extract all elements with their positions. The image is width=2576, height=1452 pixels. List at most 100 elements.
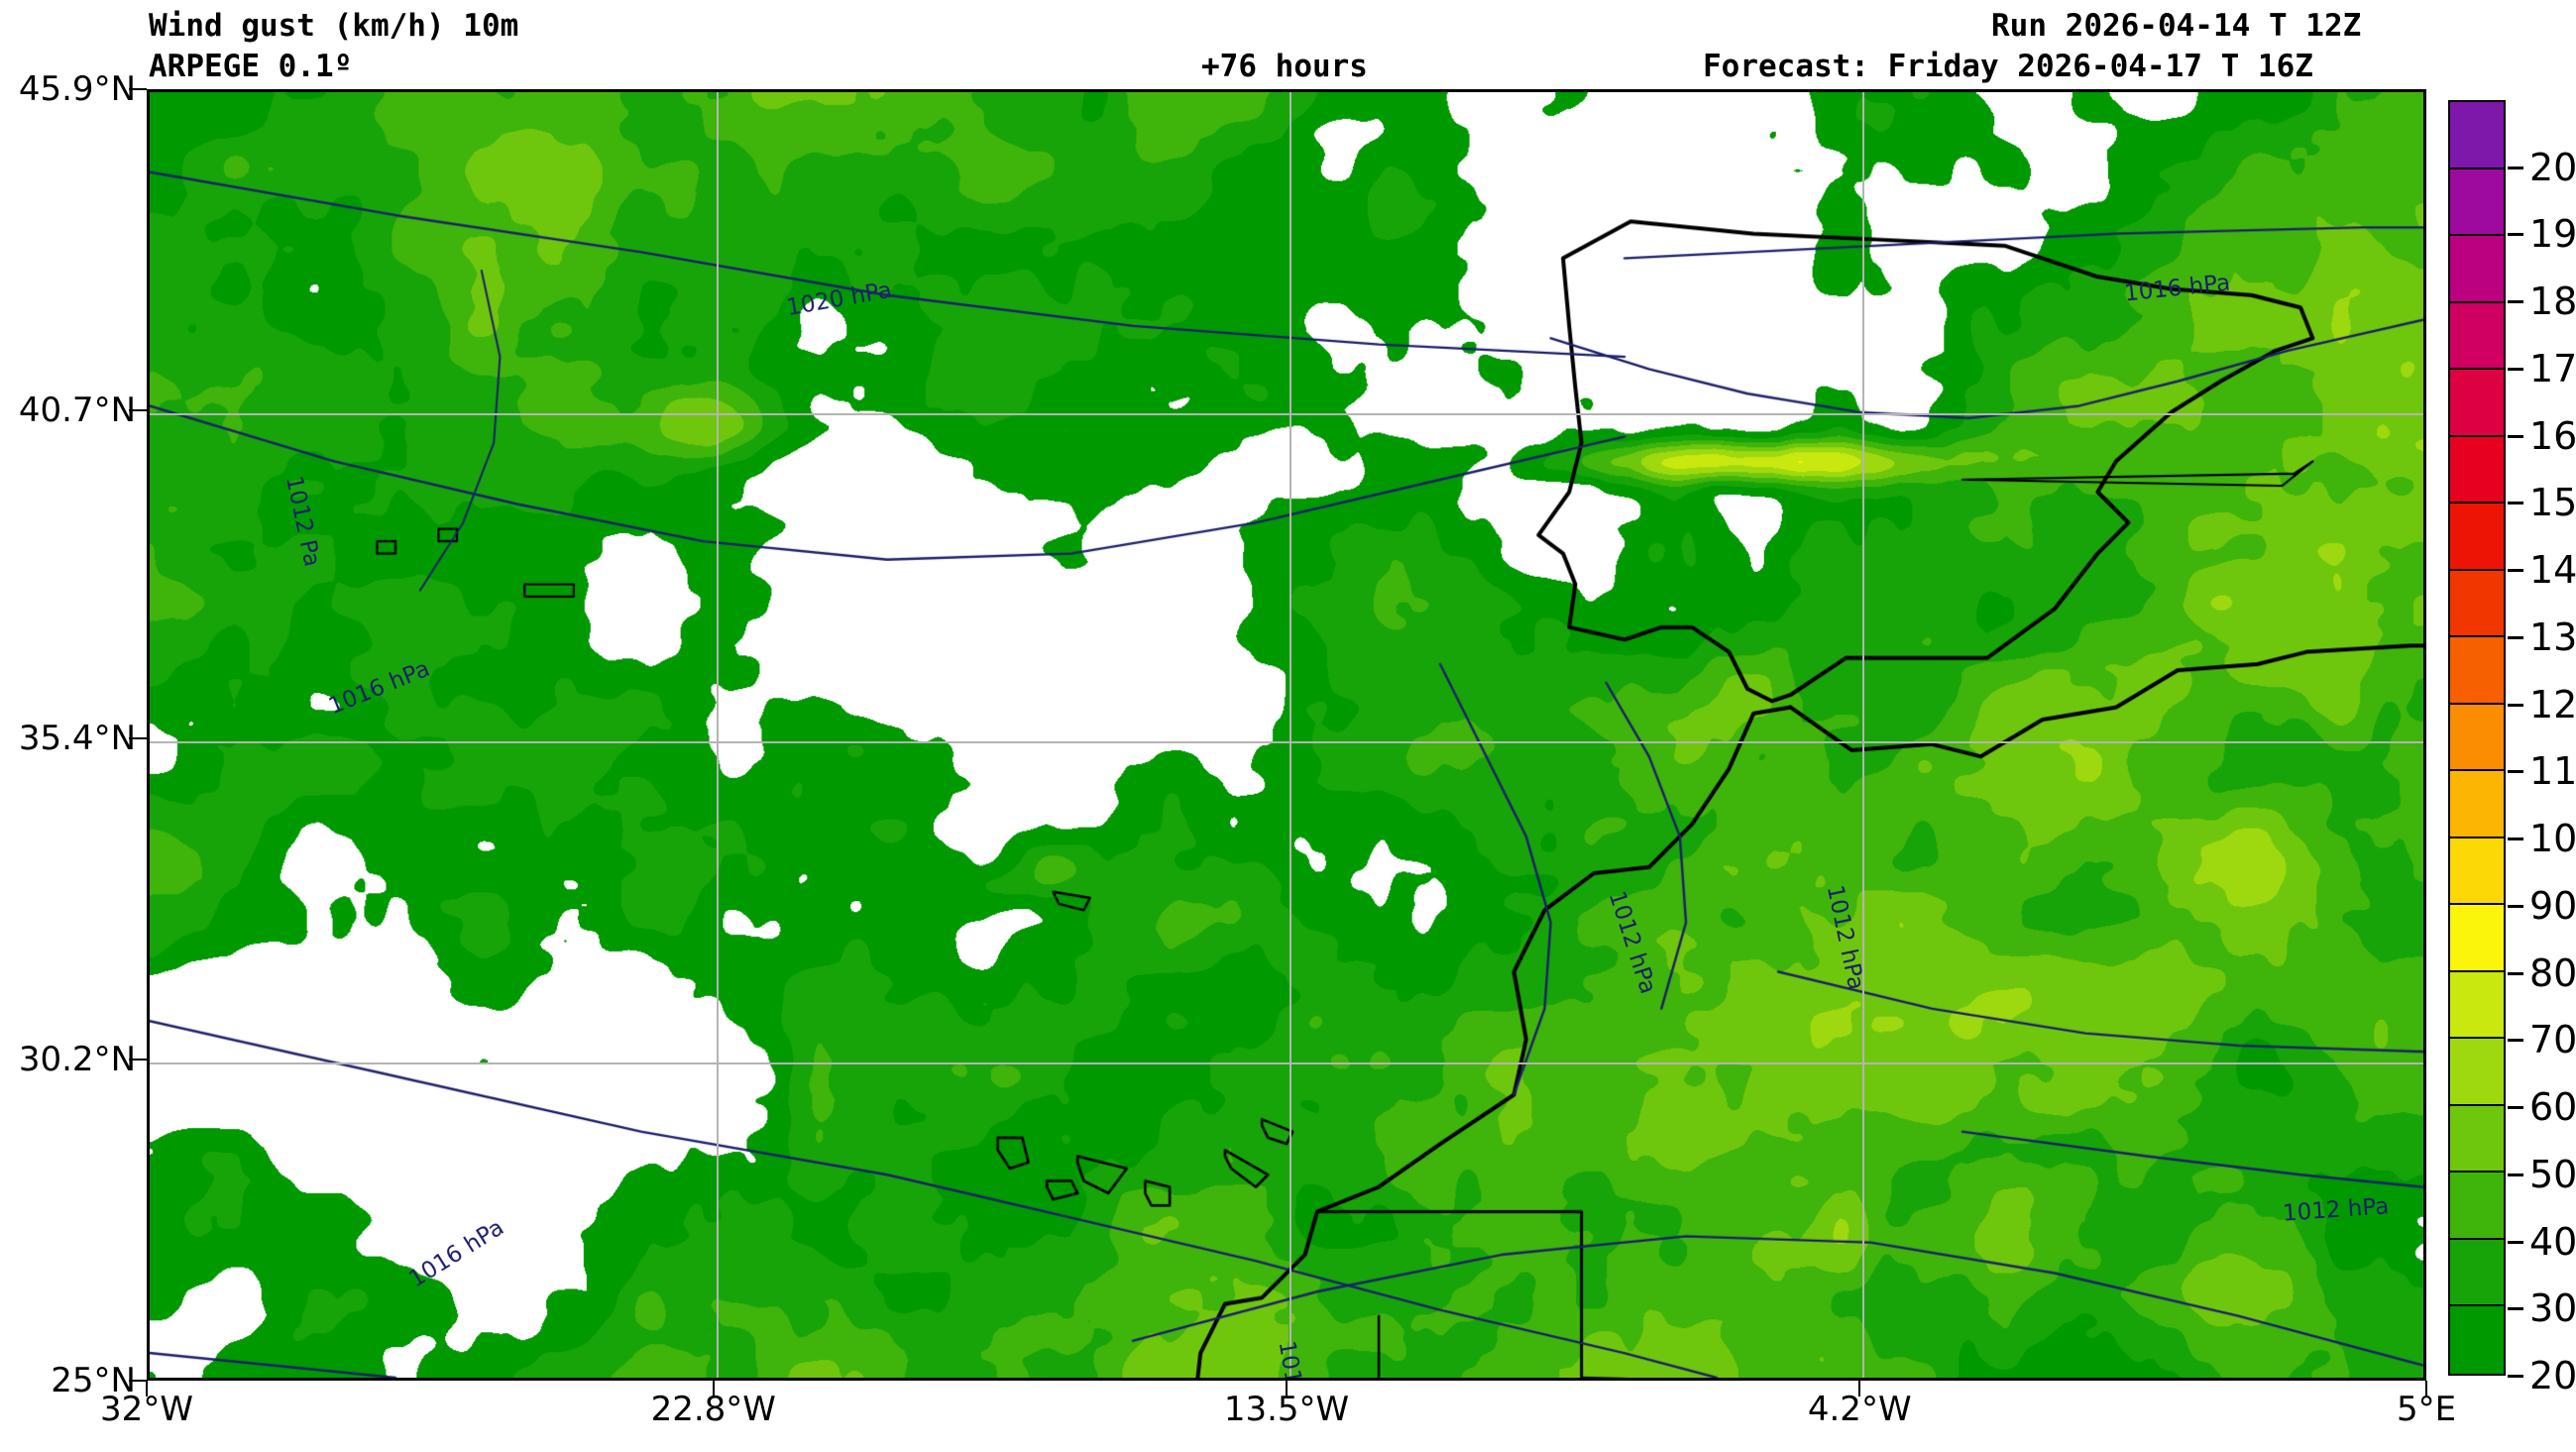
colorbar-segment <box>2450 102 2504 169</box>
latitude-tick-mark <box>129 1058 147 1061</box>
longitude-tick-mark <box>2425 1381 2427 1396</box>
colorbar-segment <box>2450 370 2504 437</box>
colorbar-tick-label: 110 <box>2529 749 2576 794</box>
colorbar-segment <box>2450 905 2504 972</box>
colorbar-tick-label: 130 <box>2529 614 2576 659</box>
latitude-tick-mark <box>129 409 147 412</box>
colorbar-separator <box>2450 1304 2504 1307</box>
colorbar-separator <box>2450 502 2504 504</box>
colorbar-tick-mark <box>2508 502 2523 505</box>
colorbar-tick-label: 90 <box>2529 883 2576 928</box>
colorbar-segment <box>2450 704 2504 772</box>
colorbar-tick-label: 40 <box>2529 1219 2576 1264</box>
colorbar-tick-mark <box>2508 434 2523 438</box>
longitude-tick-mark <box>1858 1381 1861 1396</box>
colorbar-tick-mark <box>2508 1173 2523 1176</box>
colorbar-segment <box>2450 1306 2504 1374</box>
colorbar-tick-label: 70 <box>2529 1018 2576 1062</box>
map-plot-area[interactable]: 1020 hPa 1016 hPa 1016 hPa 1012 hPa 1012 hPa… <box>147 89 2426 1381</box>
colorbar-gradient <box>2448 100 2506 1376</box>
longitude-tick-mark <box>1286 1381 1288 1396</box>
colorbar-segment <box>2450 570 2504 638</box>
colorbar-tick-label: 160 <box>2529 413 2576 458</box>
colorbar-segment <box>2450 637 2504 705</box>
colorbar-segment <box>2450 971 2504 1040</box>
colorbar-tick-label: 180 <box>2529 279 2576 324</box>
colorbar-separator <box>2450 1103 2504 1106</box>
colorbar-separator <box>2450 234 2504 237</box>
longitude-tick-mark <box>146 1381 148 1396</box>
colorbar-tick-label: 120 <box>2529 682 2576 726</box>
colorbar-segment <box>2450 168 2504 237</box>
latitude-tick-label: 30.2°N <box>18 1039 136 1079</box>
colorbar-separator <box>2450 434 2504 437</box>
colorbar-tick-mark <box>2508 770 2523 774</box>
latitude-tick-label: 40.7°N <box>18 391 136 431</box>
colorbar-separator <box>2450 969 2504 972</box>
colorbar-segment <box>2450 302 2504 371</box>
colorbar-tick-mark <box>2508 703 2523 707</box>
colorbar-segment <box>2450 1105 2504 1173</box>
colorbar-tick-mark <box>2508 838 2523 841</box>
wind-gust-contour-field <box>150 92 2423 1378</box>
colorbar-tick-mark <box>2508 300 2523 304</box>
longitude-tick-mark <box>712 1381 715 1396</box>
colorbar-separator <box>2450 167 2504 169</box>
colorbar-separator <box>2450 702 2504 705</box>
colorbar-separator <box>2450 635 2504 638</box>
colorbar-segment <box>2450 771 2504 838</box>
colorbar-tick-label: 30 <box>2529 1286 2576 1331</box>
colorbar-tick-mark <box>2508 1375 2523 1378</box>
colorbar-segment <box>2450 236 2504 303</box>
latitude-tick-mark <box>129 1380 147 1382</box>
colorbar-tick-mark <box>2508 1106 2523 1110</box>
colorbar-segment <box>2450 1173 2504 1240</box>
colorbar-segment <box>2450 503 2504 571</box>
colorbar-tick-mark <box>2508 233 2523 237</box>
lead-time-label: +76 hours <box>1201 49 1368 84</box>
colorbar[interactable] <box>2448 100 2506 1376</box>
colorbar-tick-mark <box>2508 569 2523 573</box>
colorbar-tick-label: 20 <box>2529 1354 2576 1397</box>
colorbar-segment <box>2450 1239 2504 1307</box>
colorbar-tick-mark <box>2508 904 2523 908</box>
colorbar-tick-label: 80 <box>2529 950 2576 995</box>
colorbar-segment <box>2450 1039 2504 1106</box>
colorbar-separator <box>2450 300 2504 303</box>
colorbar-tick-mark <box>2508 166 2523 169</box>
colorbar-tick-label: 140 <box>2529 548 2576 593</box>
colorbar-tick-label: 190 <box>2529 212 2576 257</box>
latitude-tick-mark <box>129 736 147 739</box>
colorbar-separator <box>2450 1237 2504 1240</box>
colorbar-segment <box>2450 436 2504 504</box>
colorbar-separator <box>2450 769 2504 772</box>
latitude-tick-label: 25°N <box>51 1361 136 1400</box>
forecast-valid-label: Forecast: Friday 2026-04-17 T 16Z <box>1703 49 2313 84</box>
colorbar-separator <box>2450 1171 2504 1173</box>
colorbar-tick-label: 100 <box>2529 817 2576 861</box>
colorbar-tick-mark <box>2508 1039 2523 1043</box>
colorbar-separator <box>2450 1037 2504 1040</box>
colorbar-tick-label: 50 <box>2529 1152 2576 1196</box>
run-time-label: Run 2026-04-14 T 12Z <box>1991 8 2362 44</box>
colorbar-separator <box>2450 368 2504 371</box>
colorbar-separator <box>2450 903 2504 906</box>
latitude-tick-mark <box>129 88 147 90</box>
colorbar-separator <box>2450 568 2504 571</box>
colorbar-tick-label: 200 <box>2529 145 2576 189</box>
latitude-tick-label: 35.4°N <box>18 718 136 758</box>
colorbar-tick-mark <box>2508 971 2523 975</box>
colorbar-segment <box>2450 838 2504 906</box>
colorbar-separator <box>2450 836 2504 838</box>
colorbar-tick-label: 60 <box>2529 1085 2576 1130</box>
colorbar-tick-mark <box>2508 1307 2523 1311</box>
page-title: Wind gust (km/h) 10m <box>149 8 519 44</box>
colorbar-tick-mark <box>2508 367 2523 371</box>
colorbar-tick-mark <box>2508 1240 2523 1244</box>
latitude-tick-label: 45.9°N <box>18 69 136 109</box>
colorbar-tick-label: 150 <box>2529 481 2576 525</box>
colorbar-tick-label: 170 <box>2529 346 2576 391</box>
model-label: ARPEGE 0.1º <box>149 49 353 84</box>
colorbar-tick-mark <box>2508 635 2523 639</box>
